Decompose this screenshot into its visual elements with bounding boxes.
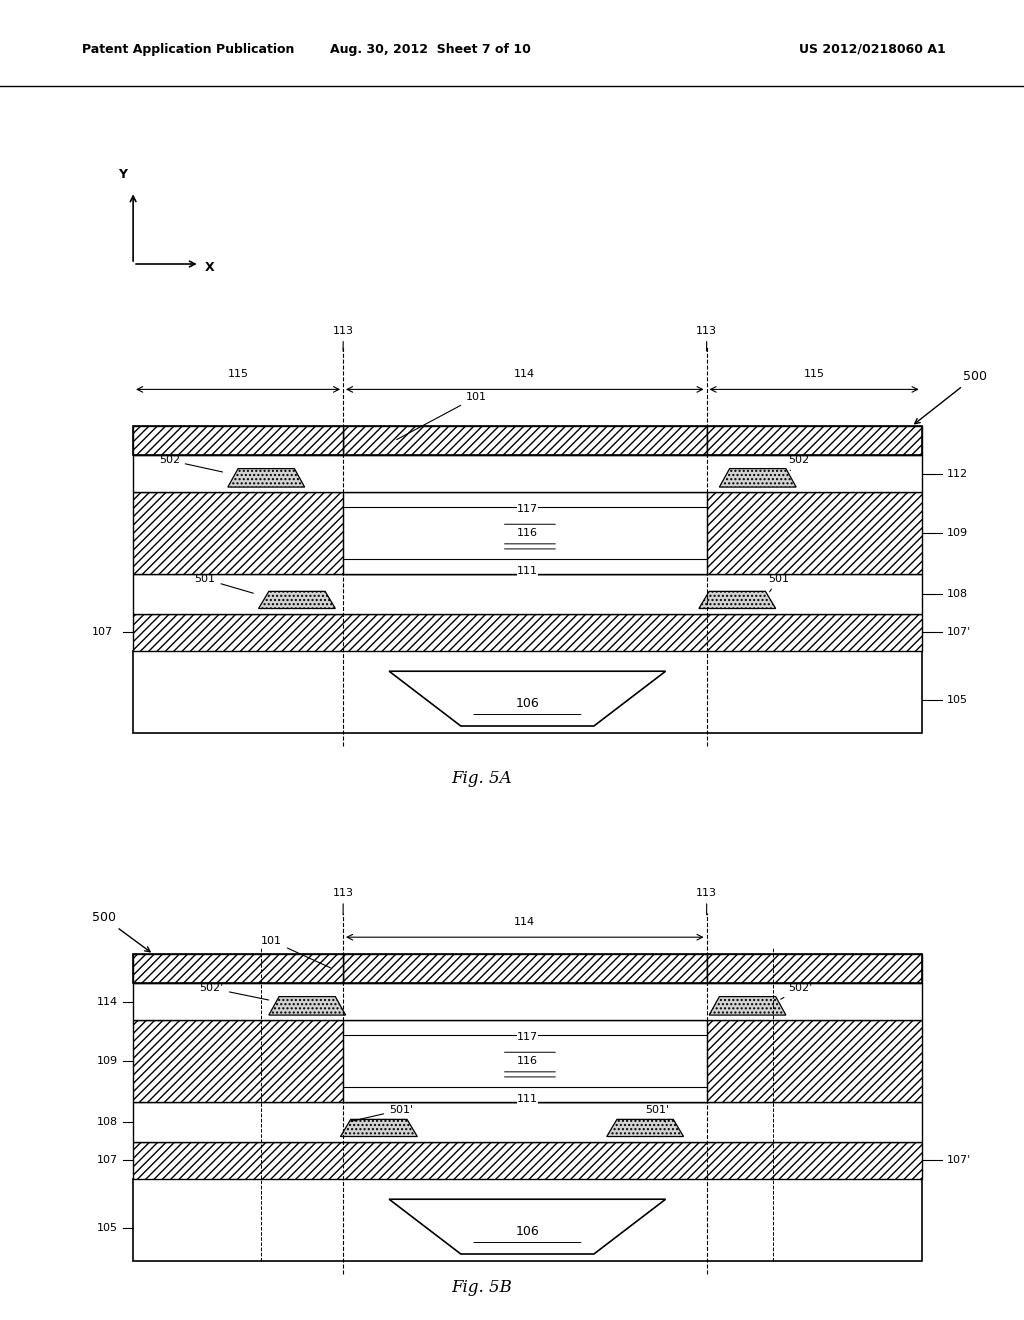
Text: 109: 109 — [96, 1056, 118, 1067]
Bar — [343, 492, 707, 574]
Text: 109: 109 — [947, 528, 969, 539]
Text: 115: 115 — [227, 368, 249, 379]
Bar — [133, 574, 922, 614]
Text: 502': 502' — [200, 983, 268, 1001]
Polygon shape — [340, 1119, 418, 1137]
Text: X: X — [205, 260, 215, 273]
Bar — [343, 1020, 707, 1102]
Text: 101: 101 — [396, 392, 487, 440]
Text: 112: 112 — [947, 469, 969, 479]
Text: 502: 502 — [788, 455, 810, 470]
Polygon shape — [709, 997, 786, 1015]
Bar — [133, 983, 922, 1020]
Text: Y: Y — [119, 168, 127, 181]
Text: 106: 106 — [515, 697, 540, 710]
Text: 501': 501' — [351, 1105, 414, 1122]
Bar — [133, 455, 922, 492]
Text: 500: 500 — [914, 370, 986, 424]
Bar — [707, 954, 922, 983]
Text: 107': 107' — [947, 627, 972, 638]
Bar — [343, 426, 707, 455]
Bar — [133, 492, 922, 574]
Text: 501': 501' — [645, 1105, 670, 1122]
Text: 107: 107 — [96, 1155, 118, 1166]
Text: 114: 114 — [514, 916, 536, 927]
Bar — [133, 1102, 922, 1142]
Bar — [133, 954, 343, 983]
Bar — [133, 614, 922, 651]
Text: 107': 107' — [947, 1155, 972, 1166]
Text: 502: 502 — [159, 455, 222, 473]
Text: 113: 113 — [333, 326, 354, 351]
Text: 113: 113 — [333, 888, 354, 915]
Bar — [133, 651, 922, 733]
Text: 108: 108 — [96, 1117, 118, 1127]
Text: Aug. 30, 2012  Sheet 7 of 10: Aug. 30, 2012 Sheet 7 of 10 — [330, 42, 530, 55]
Text: 117: 117 — [517, 504, 538, 513]
Text: 501: 501 — [768, 574, 790, 591]
Bar — [133, 1179, 922, 1261]
Polygon shape — [389, 1199, 666, 1254]
Text: 502': 502' — [780, 983, 813, 999]
Polygon shape — [606, 1119, 684, 1137]
Text: Patent Application Publication: Patent Application Publication — [82, 42, 294, 55]
Polygon shape — [719, 469, 797, 487]
Text: 107: 107 — [91, 627, 113, 638]
Text: 116: 116 — [517, 528, 538, 539]
Polygon shape — [227, 469, 305, 487]
Text: 115: 115 — [804, 368, 824, 379]
Text: 114: 114 — [514, 368, 536, 379]
Text: 105: 105 — [96, 1222, 118, 1233]
Text: 108: 108 — [947, 589, 969, 599]
Text: Fig. 5B: Fig. 5B — [451, 1279, 512, 1295]
Bar — [343, 954, 707, 983]
Text: Fig. 5A: Fig. 5A — [451, 771, 512, 787]
Text: 114: 114 — [96, 997, 118, 1007]
Text: US 2012/0218060 A1: US 2012/0218060 A1 — [799, 42, 945, 55]
Text: 113: 113 — [696, 326, 718, 351]
Text: 116: 116 — [517, 1056, 538, 1067]
Text: 113: 113 — [696, 888, 718, 915]
Polygon shape — [698, 591, 776, 609]
Text: 501: 501 — [195, 574, 253, 593]
Bar — [133, 1142, 922, 1179]
Bar — [707, 426, 922, 455]
Text: 111: 111 — [517, 566, 538, 576]
Text: 101: 101 — [261, 936, 331, 968]
Text: 106: 106 — [515, 1225, 540, 1238]
Text: 105: 105 — [947, 694, 969, 705]
Text: 500: 500 — [92, 911, 151, 952]
Polygon shape — [389, 671, 666, 726]
Bar — [133, 426, 922, 455]
Bar — [133, 954, 922, 983]
Polygon shape — [268, 997, 345, 1015]
Text: 117: 117 — [517, 1032, 538, 1041]
Polygon shape — [258, 591, 335, 609]
Bar — [133, 426, 343, 455]
Text: 111: 111 — [517, 1094, 538, 1104]
Bar — [133, 1020, 922, 1102]
